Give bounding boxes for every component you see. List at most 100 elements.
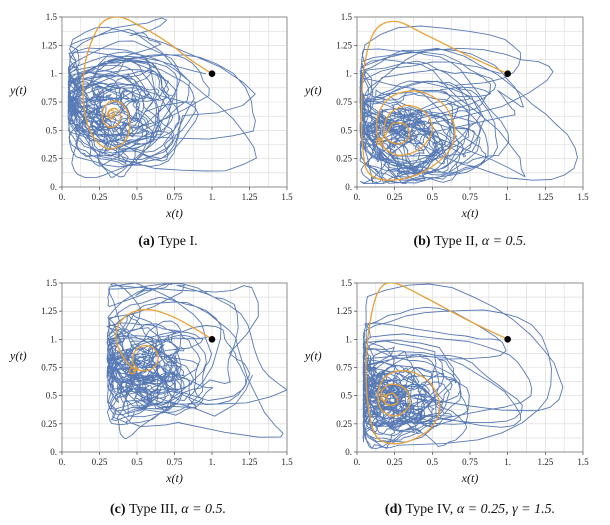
x-tick-label: 1. <box>504 457 511 467</box>
grid <box>61 282 288 453</box>
x-axis-label: x(t) <box>461 471 479 485</box>
y-tick-label: 1.5 <box>46 12 58 22</box>
x-tick-label: 0.25 <box>387 192 403 202</box>
x-tick-label: 0.75 <box>462 192 478 202</box>
y-tick-label: 1.5 <box>46 278 58 288</box>
caption-parameter: α = 0.25, γ = 1.5. <box>453 502 555 517</box>
x-tick-label: 0.75 <box>167 192 183 202</box>
x-axis-label: x(t) <box>461 206 479 220</box>
x-tick-label: 1. <box>209 192 216 202</box>
x-tick-label: 0.5 <box>131 457 143 467</box>
y-axis-label: y(t) <box>304 349 322 363</box>
y-tick-label: 1.25 <box>336 40 352 50</box>
x-tick-label: 0.25 <box>387 457 403 467</box>
stochastic-trajectory <box>106 283 287 440</box>
x-tick-label: 1.5 <box>577 457 589 467</box>
caption-label: (b) <box>413 234 434 249</box>
y-tick-label: 0.5 <box>46 391 58 401</box>
y-tick-label: 1.5 <box>341 12 353 22</box>
panel-caption: (c) Type III, α = 0.5. <box>110 502 226 517</box>
caption-parameter: α = 0.5. <box>478 234 526 249</box>
caption-text: Type IV, <box>406 502 454 517</box>
caption-text: Type II, <box>434 234 478 249</box>
y-tick-label: 0.75 <box>336 363 352 373</box>
y-tick-label: 0. <box>345 447 352 457</box>
start-point <box>504 70 511 77</box>
equilibrium-marker <box>376 138 384 146</box>
caption-label: (c) <box>110 502 129 517</box>
start-point <box>208 70 216 77</box>
panel-a: 0. 0.25 0.5 0.75 1. 1.25 1.5 0. 0.25 0.5 0.75 1. 1.2… <box>9 12 293 249</box>
y-tick-label: 1. <box>50 69 57 79</box>
caption-label: (d) <box>385 502 406 517</box>
stochastic-trajectory <box>67 17 257 179</box>
x-tick-label: 1.5 <box>281 192 293 202</box>
caption-label: (a) <box>138 234 158 249</box>
y-axis-label: y(t) <box>9 349 27 363</box>
y-tick-label: 1. <box>345 69 352 79</box>
caption-text: Type I. <box>158 234 197 249</box>
x-tick-label: 1.25 <box>242 457 258 467</box>
x-tick-label: 1.5 <box>281 457 293 467</box>
x-axis-label: x(t) <box>165 471 183 485</box>
equilibrium-marker <box>380 394 388 402</box>
deterministic-trajectory <box>365 283 508 445</box>
panel-caption: (b) Type II, α = 0.5. <box>413 234 526 249</box>
stochastic-trajectory <box>359 25 578 185</box>
y-tick-label: 1. <box>345 334 352 344</box>
caption-parameter: α = 0.5. <box>178 502 226 517</box>
x-tick-label: 0.25 <box>92 457 108 467</box>
x-tick-label: 0.5 <box>427 457 439 467</box>
stochastic-trajectory <box>362 283 564 450</box>
y-tick-label: 0. <box>50 182 57 192</box>
panel-b: 0. 0.25 0.5 0.75 1. 1.25 1.5 0. 0.25 0.5 0.75 1. 1.2… <box>304 12 589 249</box>
y-tick-label: 0.75 <box>41 363 57 373</box>
x-tick-label: 0.5 <box>427 192 439 202</box>
panel-caption: (d) Type IV, α = 0.25, γ = 1.5. <box>385 502 555 517</box>
x-axis-label: x(t) <box>165 206 183 220</box>
x-tick-label: 0. <box>59 457 66 467</box>
y-tick-label: 1.25 <box>41 40 57 50</box>
y-tick-label: 0. <box>50 447 57 457</box>
caption-text: Type III, <box>129 502 178 517</box>
start-point <box>504 336 511 343</box>
y-axis-label: y(t) <box>9 83 27 97</box>
y-tick-label: 0.25 <box>336 154 352 164</box>
equilibrium-marker <box>107 109 116 117</box>
x-tick-label: 0. <box>59 192 66 202</box>
x-tick-label: 1.25 <box>242 192 258 202</box>
x-tick-label: 1. <box>504 192 511 202</box>
x-tick-label: 1.25 <box>537 192 553 202</box>
start-point <box>208 336 216 343</box>
panel-caption: (a) Type I. <box>138 234 197 249</box>
deterministic-trajectory <box>115 309 213 372</box>
panel-d: 0. 0.25 0.5 0.75 1. 1.25 1.5 0. 0.25 0.5 0.75 1. 1.2… <box>304 278 589 517</box>
y-tick-label: 1.25 <box>336 306 352 316</box>
y-axis-label: y(t) <box>304 83 322 97</box>
equilibrium-marker <box>128 367 137 375</box>
x-tick-label: 0. <box>354 457 361 467</box>
x-tick-label: 0. <box>354 192 361 202</box>
x-tick-label: 0.75 <box>167 457 183 467</box>
y-tick-label: 0.5 <box>46 125 58 135</box>
deterministic-trajectory <box>82 17 213 150</box>
x-tick-label: 0.5 <box>131 192 143 202</box>
y-tick-label: 0.5 <box>341 125 353 135</box>
panel-c: 0. 0.25 0.5 0.75 1. 1.25 1.5 0. 0.25 0.5 0.75 1. 1.2… <box>9 278 293 517</box>
y-tick-label: 0.25 <box>41 154 57 164</box>
x-tick-label: 1. <box>209 457 216 467</box>
y-tick-label: 0.75 <box>41 97 57 107</box>
x-tick-label: 0.25 <box>92 192 108 202</box>
y-tick-label: 0. <box>345 182 352 192</box>
y-tick-label: 0.25 <box>336 419 352 429</box>
y-tick-label: 1.5 <box>341 278 353 288</box>
y-tick-label: 0.5 <box>341 391 353 401</box>
x-tick-label: 1.5 <box>577 192 589 202</box>
y-tick-label: 1. <box>50 334 57 344</box>
y-tick-label: 0.25 <box>41 419 57 429</box>
deterministic-trajectory <box>360 20 508 181</box>
y-tick-label: 0.75 <box>336 97 352 107</box>
x-tick-label: 0.75 <box>462 457 478 467</box>
x-tick-label: 1.25 <box>537 457 553 467</box>
